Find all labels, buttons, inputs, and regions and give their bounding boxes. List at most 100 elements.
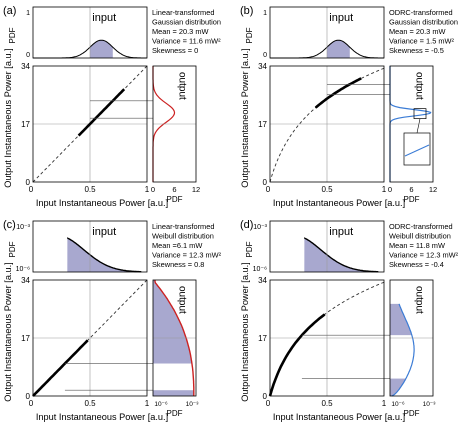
top-pdf-frame — [32, 6, 148, 59]
x-tick-2: 1 — [382, 399, 387, 408]
info-line-4: Skewness = -0.5 — [389, 46, 444, 55]
main-frame — [32, 279, 148, 397]
zoom-connector — [416, 118, 421, 134]
top-pdf-frame — [269, 6, 385, 59]
info-line-4: Skewness = -0.4 — [389, 260, 444, 269]
side-pdf-frame — [152, 279, 197, 397]
top-tick-lower: 10⁻⁶ — [253, 266, 267, 273]
info-line-0: Linear-transformed — [152, 222, 214, 231]
side-tick-1: 10⁻³ — [423, 401, 437, 408]
y-tick-2: 0 — [263, 392, 268, 401]
side-pdf-label: PDF — [404, 409, 420, 418]
top-pdf-label: PDF — [8, 241, 17, 257]
info-line-3: Variance = 12.3 mW² — [152, 251, 222, 260]
info-line-3: Variance = 1.5 mW² — [389, 37, 455, 46]
x-tick-0: 0 — [266, 399, 271, 408]
x-tick-1: 0.5 — [321, 185, 333, 194]
side-tick-1: 6 — [409, 185, 413, 194]
main-frame — [269, 65, 385, 183]
y-tick-0: 34 — [21, 62, 30, 71]
transfer-curve-operating — [314, 77, 362, 109]
zoom-curve — [404, 144, 430, 157]
input-pdf-shade — [304, 238, 379, 272]
info-line-2: Mean =6.1 mW — [152, 241, 202, 250]
output-label: output — [414, 72, 425, 100]
y-axis-label: Output Instantaneous Power [a.u.] — [3, 262, 13, 401]
side-tick-0: 10⁻⁶ — [154, 401, 168, 408]
x-tick-2: 1 — [382, 185, 387, 194]
input-label: input — [329, 12, 353, 24]
info-line-3: Variance = 11.6 mW² — [152, 37, 221, 46]
output-pdf-curve — [391, 303, 415, 397]
output-label: output — [177, 286, 188, 314]
transfer-curve-operating — [32, 339, 89, 397]
main-frame — [32, 65, 148, 183]
y-axis-label: Output Instantaneous Power [a.u.] — [240, 262, 250, 401]
transfer-curve-operating — [77, 88, 126, 137]
y-tick-1: 17 — [21, 120, 30, 129]
top-pdf-label: PDF — [245, 27, 254, 43]
side-pdf-frame — [389, 279, 434, 397]
transfer-curve-operating — [268, 313, 326, 397]
top-pdf-frame — [32, 220, 148, 273]
info-line-3: Variance = 12.3 mW² — [389, 251, 459, 260]
y-tick-1: 17 — [21, 334, 30, 343]
info-line-0: ODRC-transformed — [389, 8, 453, 17]
y-tick-0: 34 — [258, 62, 267, 71]
y-tick-0: 34 — [258, 276, 267, 285]
top-tick-lower: 10⁻⁶ — [16, 266, 30, 273]
side-tick-1: 10⁻³ — [186, 401, 200, 408]
y-tick-0: 34 — [21, 276, 30, 285]
info-line-1: Gaussian distribution — [152, 18, 221, 27]
top-tick-upper: 10⁻³ — [253, 224, 267, 231]
side-tick-2: 12 — [192, 185, 200, 194]
input-pdf-gap — [270, 235, 305, 272]
info-line-2: Mean = 20.3 mW — [389, 27, 446, 36]
panel-letter: (a) — [3, 5, 16, 17]
info-line-1: Weibull distribution — [152, 232, 214, 241]
output-pdf-gap — [153, 363, 196, 391]
info-line-0: ODRC-transformed — [389, 222, 453, 231]
x-tick-1: 0.5 — [84, 185, 96, 194]
info-line-1: Gaussian distribution — [389, 18, 458, 27]
x-axis-label: Input Instantaneous Power [a.u.] — [36, 198, 168, 208]
x-tick-1: 0.5 — [84, 399, 96, 408]
side-tick-0: 0 — [151, 185, 155, 194]
y-tick-1: 17 — [258, 334, 267, 343]
input-pdf-shade — [327, 40, 350, 58]
x-tick-1: 0.5 — [321, 399, 333, 408]
input-label: input — [329, 226, 353, 238]
zoom-inset — [403, 132, 431, 166]
top-pdf-label: PDF — [245, 241, 254, 257]
info-line-4: Skewness = 0.8 — [152, 260, 204, 269]
x-tick-2: 1 — [145, 399, 150, 408]
panel-0: (a)input10PDFLinear-transformedGaussian … — [3, 5, 221, 208]
main-frame — [269, 279, 385, 397]
top-tick-lower: 0 — [263, 52, 267, 59]
side-pdf-label: PDF — [167, 195, 183, 204]
x-axis-label: Input Instantaneous Power [a.u.] — [273, 198, 405, 208]
info-line-2: Mean = 11.8 mW — [389, 241, 445, 250]
top-pdf-frame — [269, 220, 385, 273]
side-tick-0: 0 — [388, 185, 392, 194]
top-tick-upper: 10⁻³ — [16, 224, 30, 231]
input-label: input — [92, 12, 116, 24]
side-pdf-frame — [152, 65, 197, 183]
y-tick-2: 0 — [26, 178, 31, 187]
x-tick-2: 1 — [145, 185, 150, 194]
panel-letter: (d) — [240, 219, 253, 231]
x-axis-label: Input Instantaneous Power [a.u.] — [273, 412, 405, 422]
info-line-0: Linear-transformed — [152, 8, 214, 17]
panel-2: (c)input10⁻³10⁻⁶PDFLinear-transformedWei… — [3, 219, 222, 422]
side-pdf-label: PDF — [167, 409, 183, 418]
y-tick-2: 0 — [26, 392, 31, 401]
panel-letter: (c) — [3, 219, 16, 231]
side-tick-0: 10⁻⁶ — [391, 401, 405, 408]
output-label: output — [177, 72, 188, 100]
output-pdf-gap — [390, 335, 433, 379]
panel-3: (d)input10⁻³10⁻⁶PDFODRC-transformedWeibu… — [240, 219, 459, 422]
output-label: output — [414, 286, 425, 314]
input-pdf-shade — [90, 40, 113, 58]
